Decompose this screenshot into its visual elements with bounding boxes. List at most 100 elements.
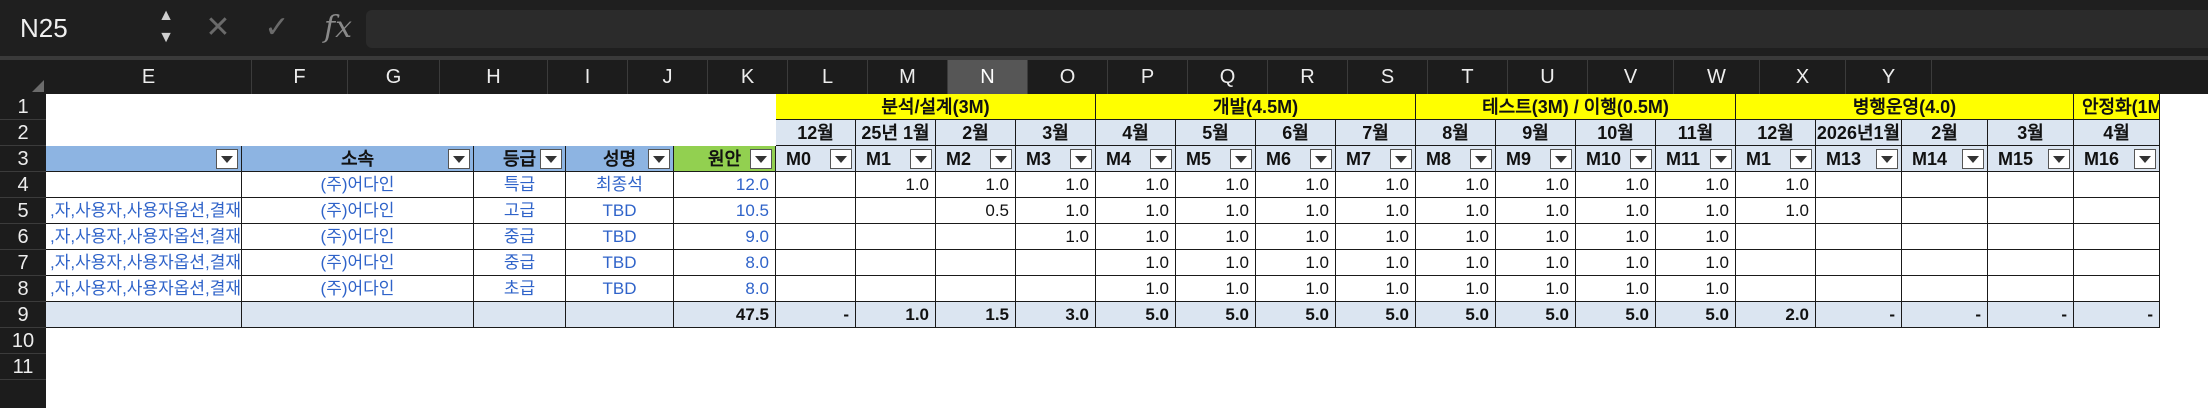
month-value-cell[interactable] [936, 250, 1016, 276]
month-value-cell[interactable]: 1.0 [1176, 250, 1256, 276]
month-value-cell[interactable]: 1.0 [1416, 276, 1496, 302]
total-month-cell[interactable]: 1.5 [936, 302, 1016, 328]
filter-header-month-code[interactable]: M5 [1176, 146, 1256, 172]
total-month-cell[interactable]: 5.0 [1416, 302, 1496, 328]
month-value-cell[interactable]: 1.0 [1576, 250, 1656, 276]
month-value-cell[interactable]: 1.0 [1336, 172, 1416, 198]
total-month-cell[interactable]: 5.0 [1096, 302, 1176, 328]
total-month-cell[interactable]: - [776, 302, 856, 328]
month-value-cell[interactable] [1816, 172, 1902, 198]
month-value-cell[interactable] [936, 224, 1016, 250]
column-header-l[interactable]: L [788, 60, 868, 94]
task-cell[interactable]: 자,사용자,사용자옵션,결재, [46, 224, 242, 250]
grade-cell[interactable]: 초급 [474, 276, 566, 302]
month-value-cell[interactable]: 1.0 [1336, 198, 1416, 224]
filter-dropdown-icon[interactable] [540, 149, 562, 169]
filter-dropdown-icon[interactable] [1962, 149, 1984, 169]
month-value-cell[interactable] [1816, 276, 1902, 302]
total-affiliation-cell[interactable] [242, 302, 474, 328]
month-value-cell[interactable]: 1.0 [1256, 276, 1336, 302]
affiliation-cell[interactable]: (주)어다인 [242, 198, 474, 224]
total-month-cell[interactable]: 5.0 [1176, 302, 1256, 328]
month-value-cell[interactable] [2074, 250, 2160, 276]
month-value-cell[interactable] [1016, 276, 1096, 302]
row-header-2[interactable]: 2 [0, 120, 46, 146]
month-value-cell[interactable] [1988, 224, 2074, 250]
month-value-cell[interactable]: 0.5 [936, 198, 1016, 224]
cancel-icon[interactable]: ✕ [205, 11, 231, 44]
filter-dropdown-icon[interactable] [830, 149, 852, 169]
filter-dropdown-icon[interactable] [448, 149, 470, 169]
affiliation-cell[interactable]: (주)어다인 [242, 250, 474, 276]
month-value-cell[interactable]: 1.0 [1336, 224, 1416, 250]
row-header-11[interactable]: 11 [0, 354, 46, 380]
affiliation-cell[interactable]: (주)어다인 [242, 172, 474, 198]
month-value-cell[interactable] [1988, 198, 2074, 224]
filter-dropdown-icon[interactable] [1310, 149, 1332, 169]
row-header-9[interactable]: 9 [0, 302, 46, 328]
column-header-s[interactable]: S [1348, 60, 1428, 94]
filter-header-name[interactable]: 성명 [566, 146, 674, 172]
month-value-cell[interactable]: 1.0 [1096, 250, 1176, 276]
spinner-up-icon[interactable]: ▲ [158, 7, 174, 24]
filter-header-affiliation[interactable]: 소속 [242, 146, 474, 172]
filter-dropdown-icon[interactable] [1710, 149, 1732, 169]
filter-dropdown-icon[interactable] [1790, 149, 1812, 169]
column-header-q[interactable]: Q [1188, 60, 1268, 94]
filter-dropdown-icon[interactable] [1550, 149, 1572, 169]
month-value-cell[interactable]: 1.0 [1496, 224, 1576, 250]
name-cell[interactable]: TBD [566, 224, 674, 250]
column-header-v[interactable]: V [1588, 60, 1674, 94]
row-header-1[interactable]: 1 [0, 94, 46, 120]
row-header-4[interactable]: 4 [0, 172, 46, 198]
row-header-7[interactable]: 7 [0, 250, 46, 276]
total-month-cell[interactable]: 2.0 [1736, 302, 1816, 328]
month-value-cell[interactable] [856, 250, 936, 276]
column-header-t[interactable]: T [1428, 60, 1508, 94]
column-header-u[interactable]: U [1508, 60, 1588, 94]
confirm-icon[interactable]: ✓ [264, 11, 290, 44]
column-header-h[interactable]: H [440, 60, 548, 94]
month-value-cell[interactable]: 1.0 [1576, 172, 1656, 198]
month-value-cell[interactable]: 1.0 [1736, 172, 1816, 198]
column-header-n[interactable]: N [948, 60, 1028, 94]
month-value-cell[interactable]: 1.0 [1176, 276, 1256, 302]
month-value-cell[interactable] [856, 276, 936, 302]
month-value-cell[interactable] [776, 276, 856, 302]
month-value-cell[interactable]: 1.0 [1496, 172, 1576, 198]
month-value-cell[interactable]: 1.0 [1176, 198, 1256, 224]
name-box[interactable]: N25 [20, 13, 68, 43]
total-month-cell[interactable]: 5.0 [1656, 302, 1736, 328]
task-cell[interactable]: 자,사용자,사용자옵션,결재, [46, 250, 242, 276]
task-cell[interactable] [46, 172, 242, 198]
filter-dropdown-icon[interactable] [750, 149, 772, 169]
month-value-cell[interactable]: 1.0 [1176, 224, 1256, 250]
filter-dropdown-icon[interactable] [1390, 149, 1412, 169]
task-cell[interactable]: 자,사용자,사용자옵션,결재, [46, 276, 242, 302]
base-cell[interactable]: 8.0 [674, 276, 776, 302]
filter-header-month-code[interactable]: M3 [1016, 146, 1096, 172]
filter-dropdown-icon[interactable] [1630, 149, 1652, 169]
column-header-g[interactable]: G [348, 60, 440, 94]
column-header-p[interactable]: P [1108, 60, 1188, 94]
month-value-cell[interactable]: 1.0 [1416, 224, 1496, 250]
month-value-cell[interactable]: 1.0 [1736, 198, 1816, 224]
filter-header-month-code[interactable]: M8 [1416, 146, 1496, 172]
formula-input[interactable] [366, 10, 2208, 48]
filter-header-month-code[interactable]: M0 [776, 146, 856, 172]
column-header-o[interactable]: O [1028, 60, 1108, 94]
grade-cell[interactable]: 특급 [474, 172, 566, 198]
month-value-cell[interactable] [776, 224, 856, 250]
filter-dropdown-icon[interactable] [1150, 149, 1172, 169]
filter-header-month-code[interactable]: M16 [2074, 146, 2160, 172]
filter-dropdown-icon[interactable] [1876, 149, 1898, 169]
affiliation-cell[interactable]: (주)어다인 [242, 276, 474, 302]
month-value-cell[interactable]: 1.0 [1016, 224, 1096, 250]
affiliation-cell[interactable]: (주)어다인 [242, 224, 474, 250]
month-value-cell[interactable] [2074, 276, 2160, 302]
insert-function-icon[interactable]: fx [323, 10, 353, 45]
month-value-cell[interactable]: 1.0 [1096, 276, 1176, 302]
column-header-k[interactable]: K [708, 60, 788, 94]
column-header-x[interactable]: X [1760, 60, 1846, 94]
column-header-j[interactable]: J [628, 60, 708, 94]
